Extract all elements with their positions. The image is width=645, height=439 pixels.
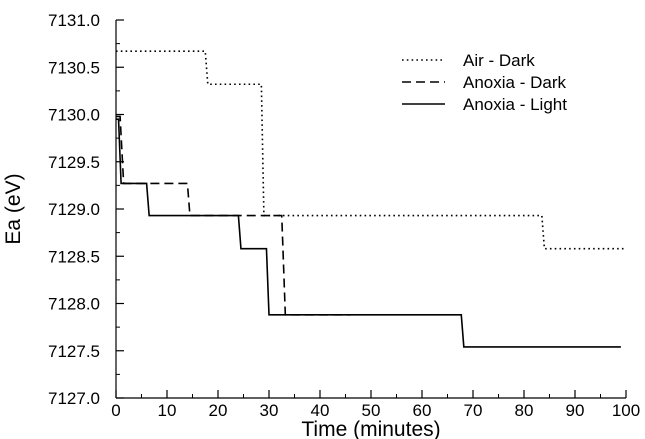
series-line-2: [116, 115, 351, 316]
legend-label-1: Air - Dark: [463, 51, 535, 70]
x-tick-label: 0: [111, 401, 120, 420]
series-line-3: [116, 118, 621, 348]
y-tick-label: 7127.5: [48, 342, 100, 361]
series-layer: [116, 50, 626, 348]
x-tick-label: 20: [209, 401, 228, 420]
y-tick-label: 7130.5: [48, 58, 100, 77]
y-tick-label: 7129.5: [48, 153, 100, 172]
axes-layer: 0 10 20 30 40 50 60 70 80 90 100 7127.0 7127.5 7128.0…: [48, 11, 640, 420]
x-tick-label: 100: [612, 401, 640, 420]
plot-area: [116, 20, 626, 398]
legend-label-3: Anoxia - Light: [463, 95, 567, 114]
y-axis-title: Ea (eV): [2, 173, 25, 244]
x-tick-label: 80: [515, 401, 534, 420]
x-tick-label: 10: [158, 401, 177, 420]
y-tick-label: 7130.0: [48, 106, 100, 125]
legend: Air - Dark Anoxia - Dark Anoxia - Light: [402, 51, 567, 114]
y-tick-label: 7128.5: [48, 247, 100, 266]
y-tick-label: 7131.0: [48, 11, 100, 30]
y-tick-label: 7129.0: [48, 200, 100, 219]
x-tick-label: 70: [464, 401, 483, 420]
x-tick-label: 40: [311, 401, 330, 420]
x-tick-label: 50: [362, 401, 381, 420]
x-axis-title: Time (minutes): [301, 418, 440, 439]
x-tick-label: 60: [413, 401, 432, 420]
y-tick-label: 7128.0: [48, 295, 100, 314]
y-tick-label: 7127.0: [48, 389, 100, 408]
legend-label-2: Anoxia - Dark: [463, 73, 566, 92]
x-tick-label: 90: [566, 401, 585, 420]
x-tick-label: 30: [260, 401, 279, 420]
